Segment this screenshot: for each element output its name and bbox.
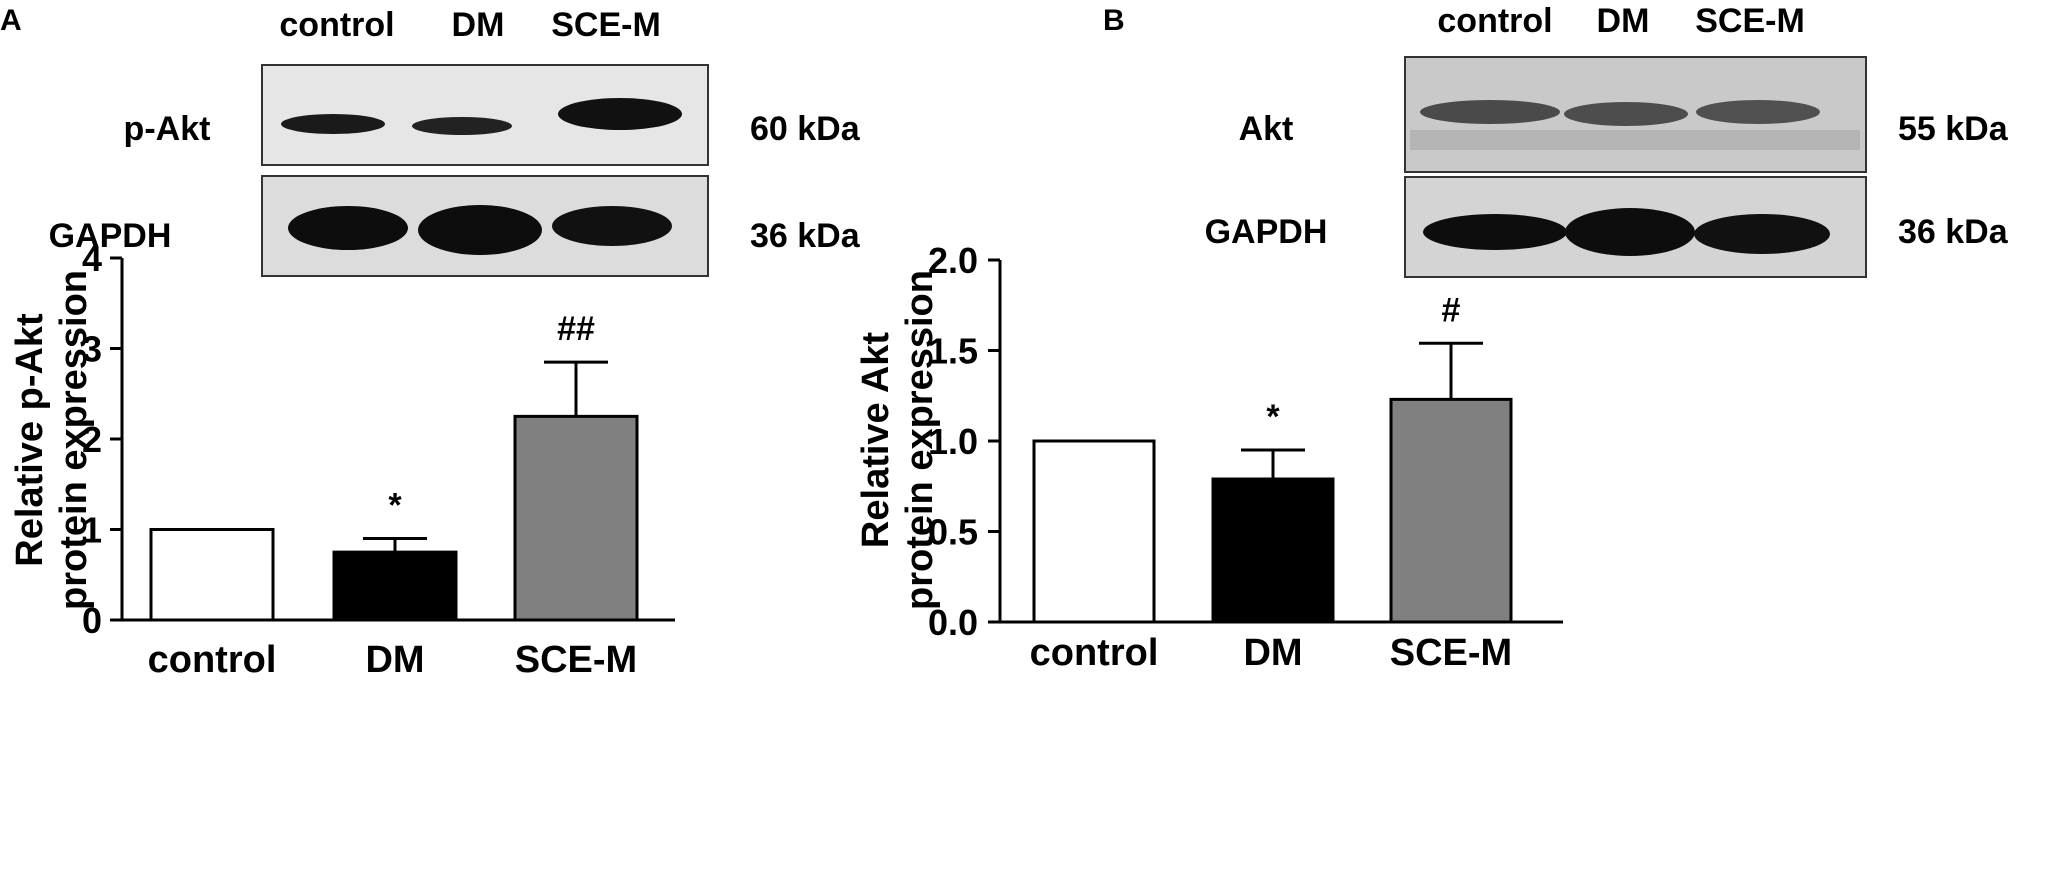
panel-a: A control DM SCE-M p-Akt 60 kDa GAPDH 36…: [0, 4, 861, 681]
blot-a-row1-protein: p-Akt: [124, 110, 211, 148]
panel-a-letter: A: [0, 4, 22, 37]
blot-b-lane-scem: SCE-M: [1695, 2, 1805, 40]
blot-a-lane-control: control: [279, 6, 394, 44]
blot-a-lane-dm: DM: [452, 6, 505, 44]
blot-b-row2-size: 36 kDa: [1898, 213, 2009, 251]
blot-b-row1-size: 55 kDa: [1898, 110, 2009, 148]
chart-b-significance-mark: #: [1442, 291, 1461, 329]
panel-b: B control DM SCE-M Akt 55 kDa GAPDH 36 k…: [855, 2, 2009, 674]
chart-b-bar-control: [1032, 439, 1156, 624]
blot-a-lane-scem: SCE-M: [551, 6, 661, 44]
chart-b-category-label: control: [1030, 632, 1159, 674]
chart-a-ytick-label: 3: [82, 329, 102, 370]
chart-a-ylabel-line: Relative p-Akt: [9, 313, 51, 567]
chart-a-ylabel-line: protein expression: [53, 270, 95, 610]
chart-b-ytick-label: 2.0: [928, 240, 978, 281]
panel-b-letter: B: [1103, 4, 1125, 37]
chart-b: 0.0 0.5 1.0 1.5 2.0 control * DM # SCE-M Relative …: [855, 240, 1563, 674]
blot-a-row1-image: [261, 64, 709, 166]
chart-a: 0 1 2 3 4 control * DM ## SCE-M Relative p-Akt prot…: [9, 238, 675, 681]
chart-b-ylabel-line: Relative Akt: [855, 332, 897, 548]
chart-a-bar-dm: [332, 550, 458, 622]
chart-b-ytick-label: 1.0: [928, 421, 978, 462]
chart-a-significance-mark: *: [388, 487, 402, 525]
blot-a-row2-size: 36 kDa: [750, 217, 861, 255]
blot-b-row2-image: [1404, 176, 1867, 278]
chart-a-bar-control: [149, 528, 275, 622]
chart-b-ytick-label: 1.5: [928, 331, 978, 372]
chart-a-ytick-label: 0: [82, 600, 102, 641]
chart-b-ytick-label: 0.0: [928, 602, 978, 643]
chart-b-bar-dm: [1211, 477, 1335, 624]
chart-a-ytick-label: 4: [82, 238, 102, 279]
chart-a-bar-scem: [513, 414, 639, 622]
chart-b-ylabel-line: protein expression: [899, 270, 941, 610]
chart-b-significance-mark: *: [1266, 398, 1280, 436]
blot-b-lane-dm: DM: [1597, 2, 1650, 40]
blot-a-row2-image: [261, 175, 709, 277]
chart-a-significance-mark: ##: [557, 310, 595, 348]
chart-a-category-label: control: [148, 639, 277, 681]
blot-a-row2-protein: GAPDH: [49, 217, 172, 255]
chart-b-ytick-label: 0.5: [928, 512, 978, 553]
chart-a-category-label: SCE-M: [515, 639, 637, 681]
chart-b-category-label: DM: [1243, 632, 1302, 674]
chart-a-ytick-label: 1: [82, 510, 102, 551]
chart-b-bar-scem: [1389, 397, 1513, 624]
chart-a-ytick-label: 2: [82, 419, 102, 460]
blot-b-lane-control: control: [1437, 2, 1552, 40]
blot-b-row1-protein: Akt: [1239, 110, 1294, 148]
blot-a-row1-size: 60 kDa: [750, 110, 861, 148]
chart-b-category-label: SCE-M: [1390, 632, 1512, 674]
blot-b-row1-image: [1404, 56, 1867, 173]
chart-a-category-label: DM: [365, 639, 424, 681]
blot-b-row2-protein: GAPDH: [1205, 213, 1328, 251]
